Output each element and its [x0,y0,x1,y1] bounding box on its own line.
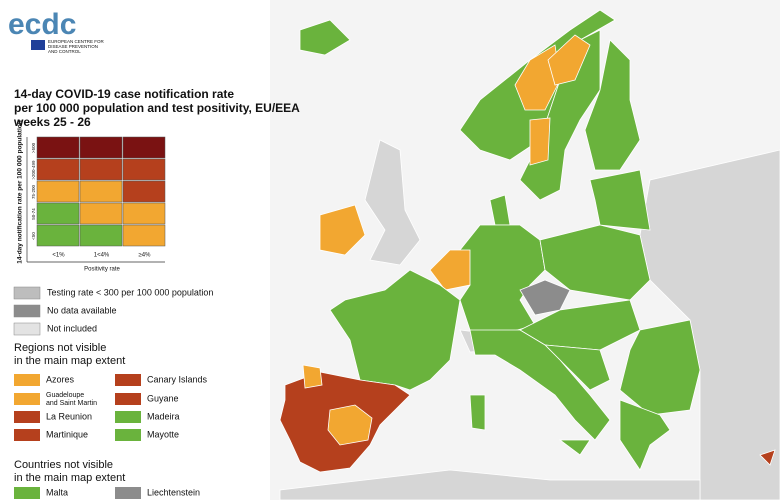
region [619,319,701,416]
section-heading: Regions not visible [14,342,106,354]
legend-swatch [115,429,141,441]
matrix-cell [122,180,166,203]
region [319,204,366,256]
matrix-column-label: <1% [52,253,65,259]
legend-label: Liechtenstein [147,487,200,497]
section-heading: in the main map extent [14,472,125,484]
legend-swatch [13,322,41,336]
legend-label: Testing rate < 300 per 100 000 populatio… [47,287,213,297]
legend-label: Mayotte [147,429,179,439]
matrix-cell [36,202,80,225]
region [584,39,641,171]
legend-swatch [115,411,141,423]
section-heading: Countries not visible [14,459,113,471]
legend-label: No data available [47,305,117,315]
matrix-row-label: >500 [31,142,36,153]
matrix-column-label: 1<4% [94,253,110,259]
legend-label: Not included [47,323,97,333]
matrix-cell [36,136,80,159]
region [589,169,651,231]
legend-swatch [14,429,40,441]
legend-label: Malta [46,487,68,497]
legend-swatch [13,286,41,300]
region [519,279,571,316]
legend-label: Madeira [147,411,180,421]
legend-label: Canary Islands [147,374,208,384]
logo-subtitle: DISEASE PREVENTION [48,44,98,49]
legend-label: La Reunion [46,411,92,421]
region [469,394,486,431]
region [529,117,551,166]
matrix-cell [122,202,166,225]
region [299,19,351,56]
region [327,404,373,446]
matrix-cell [79,202,123,225]
legend-swatch [115,487,141,499]
matrix-cell [122,224,166,247]
matrix-cell [122,158,166,181]
region [539,224,651,301]
matrix-cell [79,136,123,159]
matrix-cell [79,158,123,181]
matrix-y-label: 14-day notification rate per 100 000 pop… [17,120,24,263]
legend-label: Guadeloupe [46,392,84,399]
eu-flag [31,40,45,50]
section-heading: in the main map extent [14,355,125,367]
legend-swatch [14,411,40,423]
legend-swatch [115,393,141,405]
legend-swatch [14,393,40,405]
title: 14-day COVID-19 case notification rate [14,87,234,101]
legend-label: and Saint Martin [46,400,97,407]
legend-swatch [13,304,41,318]
matrix-row-label: <50 [31,232,36,240]
matrix-row-label: 50-74 [31,208,36,220]
matrix-x-label: Positivity rate [84,267,120,273]
title: per 100 000 population and test positivi… [14,101,300,115]
legend-swatch [115,374,141,386]
legend-label: Azores [46,374,75,384]
region [469,329,611,441]
matrix-cell [79,180,123,203]
legend-swatch [14,374,40,386]
logo-subtitle: AND CONTROL [48,49,81,54]
matrix-row-label: 75-200 [31,184,36,199]
region [547,34,591,86]
matrix-cell [36,180,80,203]
land-uk [364,139,421,266]
region [329,269,461,391]
matrix-column-label: ≥4% [139,253,152,259]
matrix-cell [122,136,166,159]
matrix-cell [79,224,123,247]
region [759,449,776,466]
region [619,399,671,471]
matrix-row-label: >200-499 [31,160,36,180]
legend-swatch [14,487,40,499]
matrix-cell [36,224,80,247]
legend-label: Martinique [46,429,88,439]
region [302,364,323,389]
map [270,0,780,500]
region [558,439,591,456]
matrix-cell [36,158,80,181]
logo: ecdc [8,8,76,41]
legend-label: Guyane [147,393,179,403]
title: weeks 25 - 26 [13,115,91,129]
logo-subtitle: EUROPEAN CENTRE FOR [48,39,105,44]
land-africa [279,469,701,500]
